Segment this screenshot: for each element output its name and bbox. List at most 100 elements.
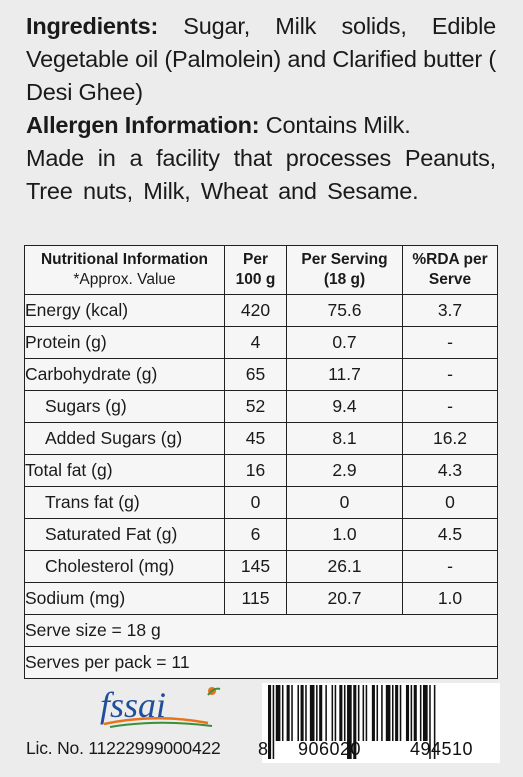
row-per100: 45 (224, 422, 287, 455)
serve-size-row: Serve size = 18 g (24, 614, 498, 647)
barcode-bar (365, 685, 368, 741)
row-label: Sugars (g) (24, 390, 225, 423)
row-serving: 0 (286, 486, 403, 519)
barcode-bar (300, 685, 304, 741)
ingredients-block: Ingredients: Sugar, Milk solids, Edible … (26, 10, 496, 208)
barcode-bar (291, 685, 293, 741)
header-approx-note: *Approx. Value (73, 271, 176, 288)
barcode-right-group: 494510 (410, 739, 474, 759)
table-row: Trans fat (g) 0 0 0 (24, 486, 498, 519)
barcode: 8 906020 494510 (258, 683, 500, 763)
header-nutritional-information: Nutritional Information *Approx. Value (24, 245, 225, 295)
barcode-bar (376, 685, 379, 741)
fssai-logo: fssai (100, 685, 221, 728)
row-per100: 65 (224, 358, 287, 391)
barcode-left-group: 906020 (298, 739, 362, 759)
row-label: Protein (g) (24, 326, 225, 359)
barcode-bar (268, 685, 272, 759)
fssai-swoosh-green (109, 721, 213, 728)
barcode-bar (371, 685, 375, 741)
barcode-bar (399, 685, 402, 741)
header-per-100g: Per 100 g (224, 245, 287, 295)
header-per-100g-line1: Per (243, 251, 268, 268)
table-row: Saturated Fat (g) 6 1.0 4.5 (24, 518, 498, 551)
row-label: Sodium (mg) (24, 582, 225, 615)
table-row: Protein (g) 4 0.7 - (24, 326, 498, 359)
table-row: Energy (kcal) 420 75.6 3.7 (24, 294, 498, 327)
row-rda: 4.3 (402, 454, 498, 487)
barcode-first-digit: 8 (258, 739, 269, 759)
barcode-bar (297, 685, 299, 741)
table-row: Sodium (mg) 115 20.7 1.0 (24, 582, 498, 615)
allergen-label: Allergen Information: (26, 112, 260, 138)
header-per-serving: Per Serving (18 g) (286, 245, 403, 295)
header-title: Nutritional Information (40, 251, 209, 268)
fssai-area: fssai (24, 683, 260, 755)
nutrition-table: Nutritional Information *Approx. Value P… (24, 245, 498, 679)
barcode-bar (433, 685, 436, 759)
header-per-100g-line2: 100 g (235, 271, 276, 288)
barcode-bar (331, 685, 334, 741)
barcode-bar (316, 685, 318, 741)
fssai-leaf-green (207, 687, 221, 696)
barcode-bar (410, 685, 413, 741)
row-rda: 4.5 (402, 518, 498, 551)
row-rda: - (402, 358, 498, 391)
barcode-bar (286, 685, 290, 741)
serves-per-pack: Serves per pack = 11 (24, 646, 498, 679)
ingredients-text: Sugar, Milk solids, Edible Vegetable oil… (26, 13, 496, 105)
serve-size: Serve size = 18 g (24, 614, 498, 647)
table-row: Sugars (g) 52 9.4 - (24, 390, 498, 423)
row-serving: 9.4 (286, 390, 403, 423)
header-rda-line2: Serve (428, 271, 472, 288)
barcode-bar (334, 685, 337, 741)
barcode-bar (357, 685, 360, 741)
license-number: Lic. No. 11222999000422 (26, 738, 221, 758)
barcode-bar (309, 685, 315, 741)
barcode-bar (429, 685, 431, 759)
barcode-bar (362, 685, 365, 741)
row-rda: 16.2 (402, 422, 498, 455)
barcode-bar (405, 685, 410, 741)
header-rda: %RDA per Serve (402, 245, 498, 295)
row-per100: 16 (224, 454, 287, 487)
table-row: Carbohydrate (g) 65 11.7 - (24, 358, 498, 391)
barcode-bar (385, 685, 391, 741)
row-serving: 75.6 (286, 294, 403, 327)
barcode-bar (423, 685, 428, 741)
facility-note: Made in a facility that processes Peanut… (26, 145, 496, 204)
row-serving: 1.0 (286, 518, 403, 551)
table-row: Total fat (g) 16 2.9 4.3 (24, 454, 498, 487)
row-per100: 4 (224, 326, 287, 359)
row-label: Carbohydrate (g) (24, 358, 225, 391)
ingredients-label: Ingredients: (26, 13, 159, 39)
row-per100: 0 (224, 486, 287, 519)
barcode-bar (395, 685, 399, 741)
header-rda-line1: %RDA per (412, 251, 488, 268)
row-rda: - (402, 326, 498, 359)
row-serving: 8.1 (286, 422, 403, 455)
allergen-paragraph: Allergen Information: Contains Milk. (26, 109, 496, 142)
barcode-bar (353, 685, 357, 759)
barcode-bars (268, 685, 436, 759)
ingredients-paragraph: Ingredients: Sugar, Milk solids, Edible … (26, 10, 496, 109)
table-row: Cholesterol (mg) 145 26.1 - (24, 550, 498, 583)
row-per100: 145 (224, 550, 287, 583)
barcode-bar (281, 685, 284, 741)
row-label: Saturated Fat (g) (24, 518, 225, 551)
row-serving: 26.1 (286, 550, 403, 583)
row-per100: 420 (224, 294, 287, 327)
barcode-bar (392, 685, 394, 741)
barcode-bar (347, 685, 352, 759)
row-rda: 0 (402, 486, 498, 519)
barcode-bar (325, 685, 327, 741)
row-per100: 52 (224, 390, 287, 423)
barcode-bar (413, 685, 417, 741)
barcode-bar (339, 685, 343, 741)
row-label: Energy (kcal) (24, 294, 225, 327)
row-label: Trans fat (g) (24, 486, 225, 519)
barcode-bar (275, 685, 281, 741)
row-serving: 2.9 (286, 454, 403, 487)
row-rda: - (402, 550, 498, 583)
allergen-text: Contains Milk. (259, 112, 411, 138)
